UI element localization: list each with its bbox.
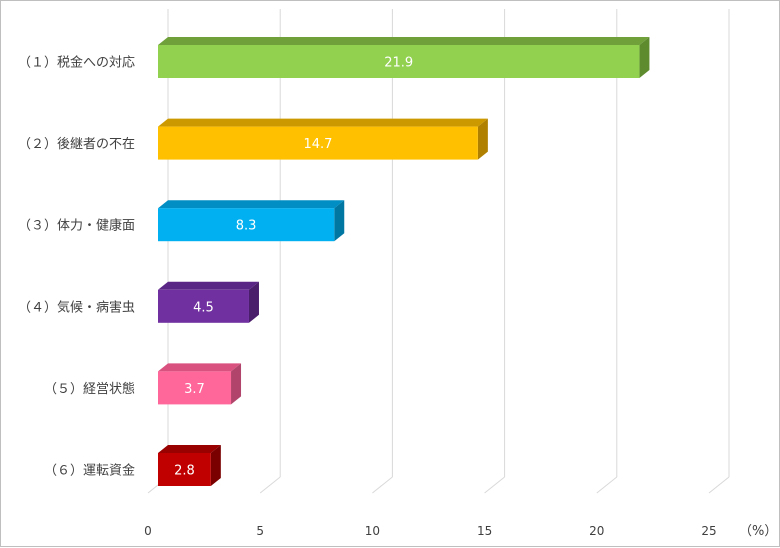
data-label: 8.3: [236, 219, 257, 234]
gridline-floor: [708, 476, 730, 494]
category-label: （５）経営状態: [44, 381, 135, 397]
data-label: 14.7: [303, 137, 332, 152]
bar-front-face: [158, 453, 211, 486]
x-tick-label: 25: [701, 524, 716, 538]
category-label: （６）運転資金: [44, 463, 135, 479]
bar: 14.7: [158, 118, 488, 160]
gridline-floor: [596, 476, 618, 494]
category-label: （１）税金への対応: [18, 55, 135, 71]
data-label: 3.7: [184, 382, 205, 397]
bar-front-face: [158, 289, 249, 323]
category-label: （４）気候・病害虫: [18, 299, 135, 315]
bar: 8.3: [158, 200, 345, 242]
bar-top-face: [158, 445, 221, 453]
data-label: 4.5: [193, 300, 214, 315]
x-tick-label: 15: [477, 524, 492, 538]
gridline-floor: [372, 476, 393, 494]
category-labels: （１）税金への対応 （２）後継者の不在 （３）体力・健康面 （４）気候・病害虫 （５）経…: [18, 55, 135, 479]
x-axis-ticks: 0 5 10 15 20 25: [144, 524, 716, 538]
bar: 2.8: [158, 445, 221, 486]
bars: 21.9 14.7 8.3 4.5 3.7 2.8: [158, 37, 650, 486]
bar-side-face: [477, 118, 488, 160]
x-tick-label: 10: [365, 524, 380, 538]
bar-front-face: [158, 126, 478, 160]
bar-front-face: [158, 45, 640, 78]
bar-side-face: [639, 37, 650, 78]
bar-front-face: [158, 371, 232, 405]
bar-top-face: [158, 281, 259, 290]
gridline-floor: [484, 476, 505, 494]
bar-side-face: [248, 281, 259, 323]
bar-front-face: [158, 208, 335, 242]
bar: 4.5: [158, 281, 259, 323]
bar: 3.7: [158, 363, 242, 405]
x-tick-label: 20: [589, 524, 604, 538]
gridline-floor: [259, 476, 281, 494]
category-label: （３）体力・健康面: [18, 218, 135, 234]
gridlines: [147, 9, 730, 494]
bar-side-face: [334, 200, 345, 242]
bar-top-face: [158, 363, 242, 372]
bar-top-face: [158, 118, 488, 127]
bar-top-face: [158, 200, 345, 209]
unit-label: （%）: [739, 524, 777, 539]
bar-top-face: [158, 37, 650, 45]
bar-side-face: [210, 445, 221, 486]
bar-side-face: [231, 363, 242, 405]
category-label: （２）後継者の不在: [18, 137, 135, 152]
x-tick-label: 0: [144, 524, 152, 538]
data-label: 21.9: [384, 56, 413, 71]
x-tick-label: 5: [256, 524, 264, 538]
data-label: 2.8: [174, 464, 195, 479]
bar: 21.9: [158, 37, 650, 78]
